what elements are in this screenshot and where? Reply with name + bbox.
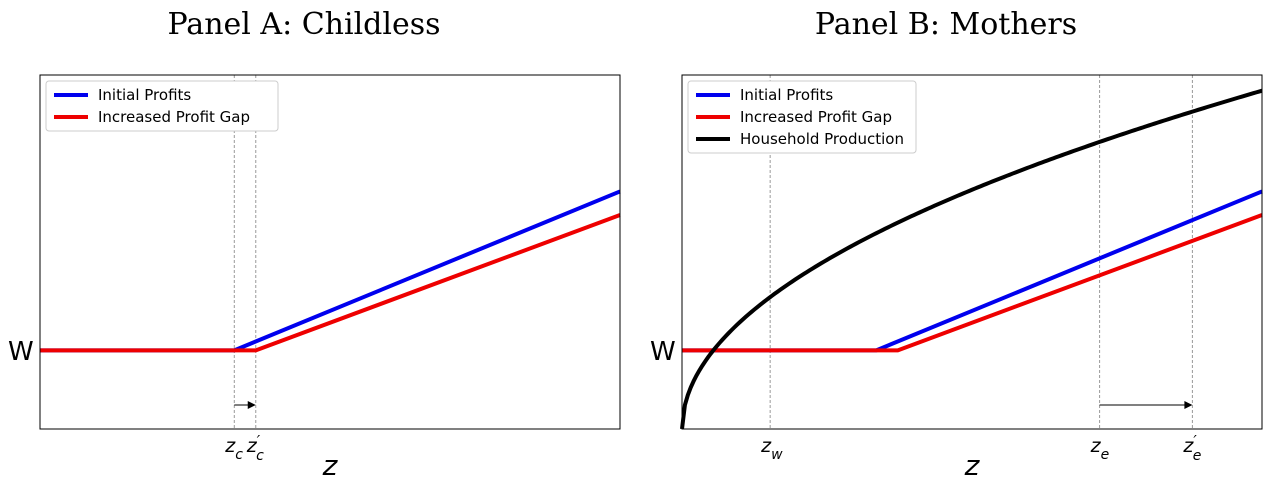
legend-label: Initial Profits	[98, 86, 191, 104]
legend-box	[45, 80, 279, 132]
panel-a-xlabel: z	[322, 449, 339, 482]
legend-label: Initial Profits	[740, 86, 833, 104]
series-increased-profit-gap	[40, 213, 621, 353]
panel-a-series	[40, 189, 621, 353]
legend-box	[687, 80, 917, 154]
shift-arrowhead	[1184, 401, 1193, 409]
legend-label: Increased Profit Gap	[740, 108, 892, 126]
xtick-label-e-prime: z′ e	[1182, 432, 1201, 464]
series-household-production	[680, 88, 1263, 430]
panel-b-frame	[681, 74, 1263, 430]
panel-a: Panel A: Childless W zc z′ c z Initial Pro…	[8, 7, 621, 482]
panel-b-vlines	[769, 75, 1193, 429]
series-initial-profits	[40, 189, 621, 353]
legend-label: Increased Profit Gap	[98, 108, 250, 126]
panel-a-arrow	[234, 401, 256, 409]
xtick-label-w: zw	[760, 435, 783, 463]
panel-b-w-label: W	[650, 337, 676, 367]
panel-b-series	[680, 88, 1263, 430]
panel-a-title: Panel A: Childless	[167, 7, 440, 42]
xtick-label-c: zc	[224, 435, 243, 463]
panel-b-title: Panel B: Mothers	[815, 7, 1077, 42]
panel-a-w-label: W	[8, 337, 34, 367]
panel-b-xlabel: z	[964, 449, 981, 482]
xtick-label-e: ze	[1090, 435, 1110, 463]
panel-a-xticks: zc z′ c	[224, 432, 264, 464]
panel-b-legend: Initial Profits Increased Profit Gap House…	[687, 80, 917, 154]
panel-a-vlines	[233, 75, 257, 429]
series-increased-profit-gap	[682, 213, 1263, 353]
series-initial-profits	[682, 189, 1263, 353]
shift-arrowhead	[247, 401, 256, 409]
panel-a-legend: Initial Profits Increased Profit Gap	[45, 80, 279, 132]
panel-a-frame	[39, 74, 621, 430]
panel-b-xticks: zw ze z′ e	[760, 432, 1201, 464]
panel-b: Panel B: Mothers W zw ze z′ e z Initial Pro…	[650, 7, 1263, 482]
panel-b-arrow	[1099, 401, 1193, 409]
xtick-label-c-prime: z′ c	[246, 432, 264, 464]
legend-label: Household Production	[740, 130, 904, 148]
